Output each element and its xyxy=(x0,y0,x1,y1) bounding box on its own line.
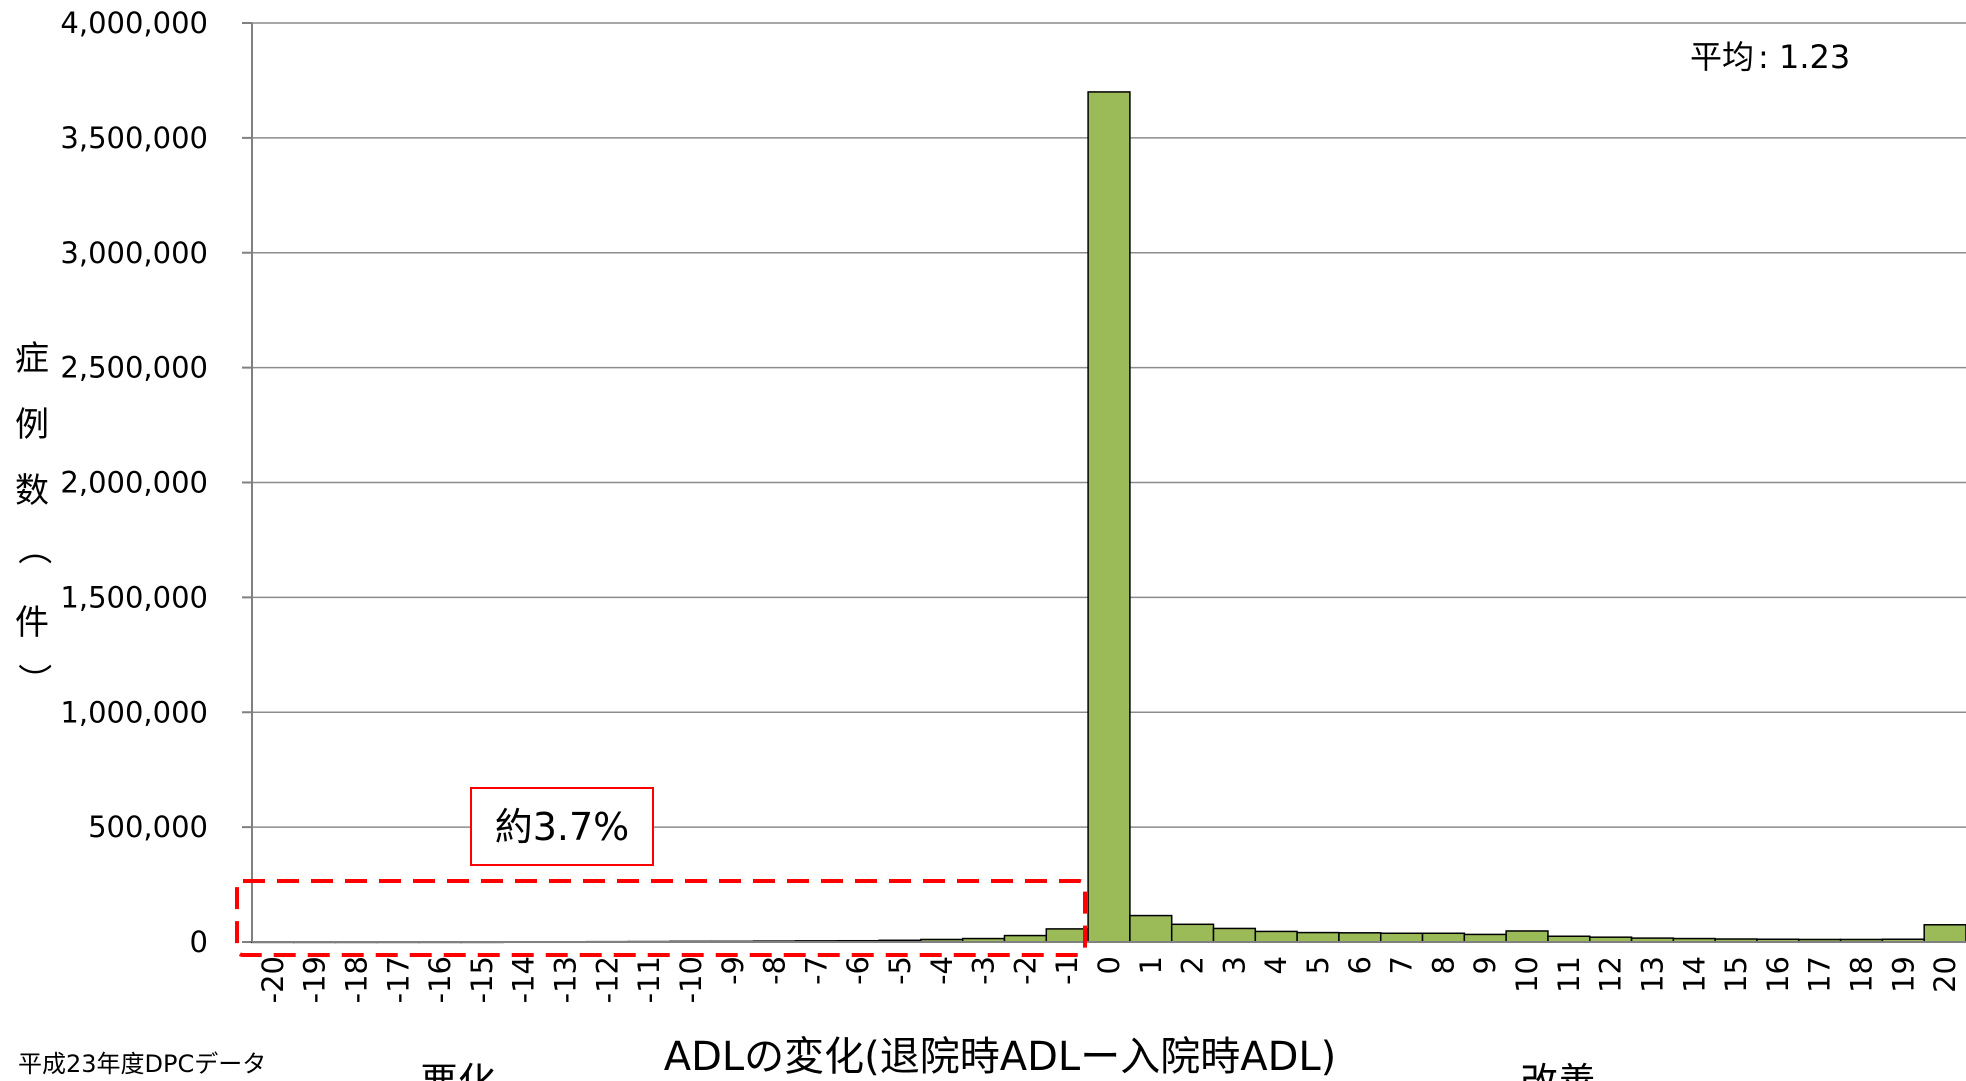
x-tick-label: -7 xyxy=(799,956,833,985)
x-tick-label: -18 xyxy=(340,956,374,1003)
y-tick-label: 1,500,000 xyxy=(60,580,208,614)
x-tick-label: 18 xyxy=(1844,956,1878,993)
x-tick-label: 9 xyxy=(1468,956,1502,974)
x-tick-label: 4 xyxy=(1259,956,1293,974)
improve-label: 改善 xyxy=(1520,1060,1596,1081)
source-note: 平成23年度DPCデータ xyxy=(18,1050,266,1078)
x-tick-label: 17 xyxy=(1803,956,1837,993)
percent-annotation: 約3.7% xyxy=(495,805,630,849)
x-tick-label: 15 xyxy=(1719,956,1753,993)
x-tick-label: -13 xyxy=(549,956,583,1003)
mean-annotation: 平均: 1.23 xyxy=(1690,38,1850,76)
y-axis-label-char: 例 xyxy=(15,405,49,445)
bar xyxy=(1296,931,1340,943)
y-tick-label: 0 xyxy=(190,925,208,959)
y-tick-label: 2,000,000 xyxy=(60,466,208,500)
y-tick-label: 1,000,000 xyxy=(60,695,208,729)
y-axis-label-char: （ xyxy=(13,531,53,565)
x-tick-label: -10 xyxy=(674,956,708,1003)
x-tick-label: -12 xyxy=(590,956,624,1003)
x-tick-label: -1 xyxy=(1050,956,1084,985)
x-tick-label: -20 xyxy=(256,956,290,1003)
y-tick-label: 4,000,000 xyxy=(60,6,208,40)
x-tick-label: 13 xyxy=(1635,956,1669,993)
bar xyxy=(1421,932,1466,943)
x-tick-label: -3 xyxy=(967,956,1001,985)
x-tick-label: 20 xyxy=(1928,956,1962,993)
x-tick-label: 7 xyxy=(1385,956,1419,974)
bar xyxy=(1379,932,1424,943)
x-tick-label: -15 xyxy=(465,956,499,1003)
x-tick-label: 11 xyxy=(1552,956,1586,993)
y-tick-label: 2,500,000 xyxy=(60,351,208,385)
x-tick-label: -8 xyxy=(758,956,792,985)
percent-annotation-box xyxy=(470,787,654,866)
x-tick-label: 12 xyxy=(1594,956,1628,993)
bar xyxy=(1923,924,1966,943)
x-tick-label: 10 xyxy=(1510,956,1544,993)
bar xyxy=(1129,914,1173,943)
x-tick-label: 2 xyxy=(1176,956,1210,974)
x-tick-label: 5 xyxy=(1301,956,1335,974)
y-axis-label: 症例数 （ 件 ） xyxy=(13,339,53,697)
x-tick-label: 14 xyxy=(1677,956,1711,993)
bar xyxy=(1463,933,1507,943)
bar xyxy=(1338,932,1382,943)
bar xyxy=(1170,923,1215,943)
x-tick-labels: -20 -19 -18 -17 -16 -15 -14 -13 -12 -11 -10 -9 -8 -7-… xyxy=(256,956,1962,1003)
x-tick-label: -19 xyxy=(298,956,332,1003)
x-tick-label: -16 xyxy=(423,956,457,1003)
y-axis-label-char: ） xyxy=(13,663,53,697)
y-tick-label: 3,000,000 xyxy=(60,236,208,270)
x-tick-label: 6 xyxy=(1343,956,1377,974)
x-tick-label: 3 xyxy=(1217,956,1251,974)
bar xyxy=(1087,91,1131,943)
bar xyxy=(1505,930,1549,943)
y-axis-label-char: 数 xyxy=(15,471,49,511)
y-axis-label-char: 件 xyxy=(15,603,49,643)
y-tick-label: 500,000 xyxy=(88,810,208,844)
x-axis-label: ADLの変化(退院時ADLー入院時ADL) xyxy=(664,1034,1337,1080)
x-tick-label: 16 xyxy=(1761,956,1795,993)
worse-label: 悪化 xyxy=(420,1060,496,1081)
x-tick-label: 19 xyxy=(1886,956,1920,993)
x-tick-label: -4 xyxy=(925,956,959,985)
x-tick-label: -11 xyxy=(632,956,666,1003)
x-tick-label: 0 xyxy=(1092,956,1126,974)
bar xyxy=(1254,930,1298,943)
bar xyxy=(1045,928,1089,943)
x-tick-label: -2 xyxy=(1008,956,1042,985)
decline-highlight-box xyxy=(235,879,1087,957)
bar xyxy=(1212,927,1257,943)
x-tick-label: -14 xyxy=(507,956,541,1003)
x-tick-label: -17 xyxy=(381,956,415,1003)
y-tick-labels: 0 500,000 1,000,000 1,500,000 2,000,000 2,500… xyxy=(60,6,252,959)
x-tick-label: -6 xyxy=(841,956,875,985)
x-tick-label: 8 xyxy=(1426,956,1460,974)
mean-value: 1.23 xyxy=(1779,38,1850,76)
y-axis-label-char: 症 xyxy=(15,339,49,379)
mean-label: 平均 xyxy=(1690,38,1754,76)
x-tick-label: -9 xyxy=(716,956,750,985)
x-tick-label: -5 xyxy=(883,956,917,985)
x-tick-label: 1 xyxy=(1134,956,1168,974)
y-tick-label: 3,500,000 xyxy=(60,121,208,155)
